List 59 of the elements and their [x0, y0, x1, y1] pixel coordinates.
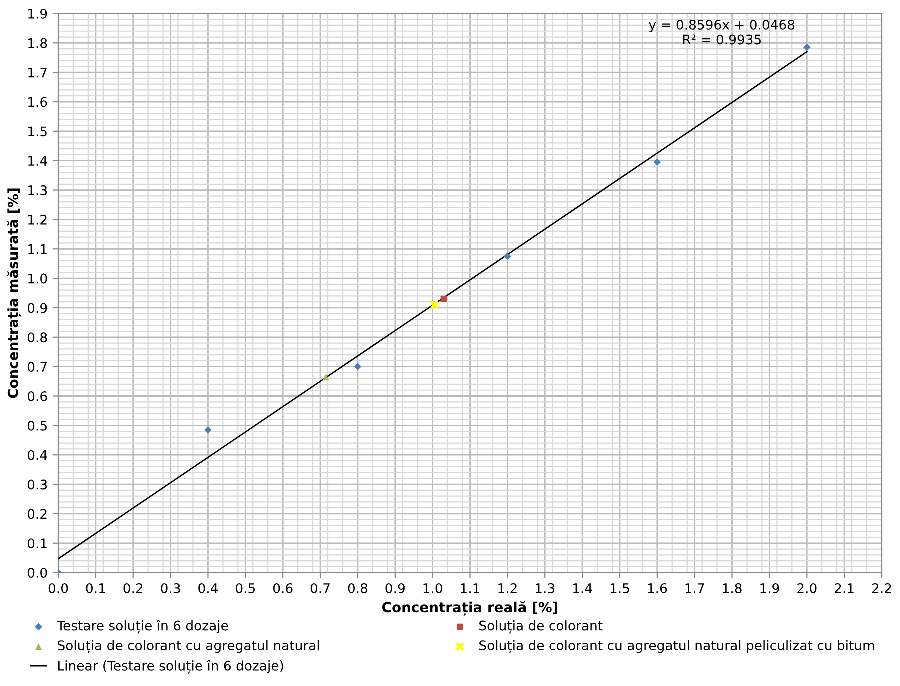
x-tick-label: 1.6	[648, 583, 668, 594]
x-tick-label: 1.9	[760, 583, 780, 594]
x-tick-label: 2.2	[872, 583, 892, 594]
x-tick-label: 0.8	[348, 583, 368, 594]
y-tick-label: 1.9	[28, 8, 48, 19]
x-tick-label: 1.1	[461, 584, 480, 594]
x-tick-label: 1.8	[723, 583, 742, 594]
point	[803, 44, 811, 52]
x-tick-label: 2.0	[798, 583, 817, 594]
x-tick-label: 0.0	[48, 583, 68, 594]
x-tick-label: 0.5	[236, 583, 255, 594]
y-tick-label: 1.0	[28, 274, 48, 284]
y-tick-label: 1.8	[28, 38, 48, 48]
x-tick-label: 0.3	[161, 583, 180, 594]
y-tick-label: 1.6	[28, 97, 48, 108]
point	[204, 426, 212, 434]
x-tick-label: 1.7	[686, 584, 704, 594]
y-tick-label: 1.4	[28, 156, 48, 166]
legend-label: Soluția de colorant	[480, 620, 603, 634]
x-tick-label: 1.3	[536, 583, 555, 594]
y-tick-label: 0.5	[28, 420, 47, 431]
x-axis-title: Concentrația reală [%]	[382, 602, 558, 616]
x-tick-label: 0.2	[124, 583, 143, 594]
y-axis-title: Concentrația măsurată [%]	[7, 188, 22, 398]
y-tick-label: 0.8	[28, 332, 48, 343]
y-tick-label: 0.3	[28, 480, 48, 490]
point	[430, 300, 440, 310]
x-tick-label: 0.4	[198, 583, 218, 594]
y-tick-label: 0.1	[28, 538, 47, 549]
x-tick-label: 0.6	[273, 583, 293, 594]
x-tick-label: 1.0	[424, 583, 442, 594]
x-tick-label: 2.1	[835, 583, 854, 594]
x-tick-label: 1.5	[610, 584, 630, 594]
y-tick-label: 0.7	[28, 362, 47, 372]
point	[322, 374, 330, 380]
point	[504, 252, 512, 260]
y-tick-label: 1.7	[28, 68, 47, 78]
legend-label: Testare soluție în 6 dozaje	[57, 620, 228, 634]
x-tick-label: 0.1	[86, 583, 106, 594]
y-tick-label: 1.3	[28, 185, 48, 196]
legend-label: Soluția de colorant cu agregatul natural peliculizat cu bitum	[480, 640, 874, 654]
x-tick-label: 1.4	[574, 584, 592, 594]
x-tick-label: 0.7	[310, 583, 330, 594]
y-tick-label: 0.6	[28, 391, 48, 402]
x-tick-label: 0.9	[386, 583, 405, 594]
point	[654, 158, 662, 166]
y-tick-label: 0.0	[28, 568, 48, 578]
point	[354, 363, 362, 371]
legend-label: Linear (Testare soluție în 6 dozaje)	[58, 660, 284, 674]
y-tick-label: 1.2	[28, 214, 47, 225]
y-tick-label: 0.2	[28, 509, 47, 520]
annotation: y = 0.8596x + 0.0468 R² = 0.9935	[649, 20, 795, 45]
x-tick-label: 1.2	[498, 583, 517, 594]
y-tick-label: 1.5	[28, 126, 47, 137]
y-tick-label: 0.4	[28, 450, 48, 460]
y-tick-label: 0.9	[28, 303, 48, 314]
legend-label: Soluția de colorant cu agregatul natural	[58, 640, 320, 654]
y-tick-label: 1.1	[28, 244, 47, 254]
point	[440, 296, 448, 302]
